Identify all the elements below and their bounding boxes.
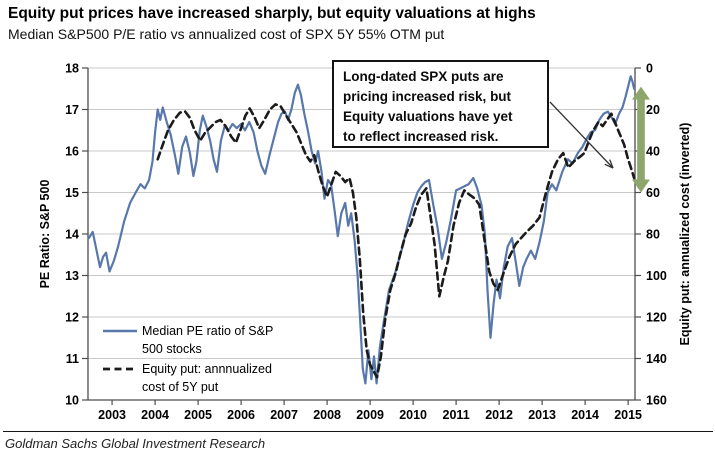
left-axis-title: PE Ratio: S&P 500 [38, 179, 52, 289]
tick-labels: 10 11 12 13 14 15 16 17 18 0 20 40 60 80 100 120 140 160 2… [65, 62, 667, 423]
data-series [87, 75, 636, 385]
x-tick-label: 2004 [141, 408, 169, 422]
x-tick-label: 2010 [399, 408, 427, 422]
right-tick-label: 100 [646, 269, 667, 283]
left-tick-label: 18 [65, 62, 79, 76]
x-tick-label: 2012 [485, 408, 513, 422]
x-tick-label: 2006 [227, 408, 255, 422]
divergence-arrow-head-up [632, 86, 650, 100]
footer-divider [3, 431, 713, 432]
x-tick-label: 2015 [614, 408, 642, 422]
right-tick-label: 160 [646, 394, 667, 408]
x-tick-label: 2009 [356, 408, 384, 422]
right-tick-label: 80 [646, 228, 660, 242]
divergence-arrow-shaft [637, 98, 645, 181]
x-tick-label: 2014 [571, 408, 599, 422]
x-tick-label: 2011 [443, 408, 470, 422]
left-tick-label: 11 [66, 352, 79, 366]
left-tick-label: 12 [65, 311, 79, 325]
x-tick-label: 2003 [98, 408, 126, 422]
series-line-pe-ratio [87, 75, 636, 385]
right-tick-label: 0 [646, 62, 653, 76]
right-tick-label: 120 [646, 311, 667, 325]
page-title: Equity put prices have increased sharply… [8, 5, 536, 22]
left-tick-label: 16 [65, 145, 79, 159]
right-tick-label: 40 [646, 145, 660, 159]
right-tick-label: 60 [646, 186, 660, 200]
x-tick-label: 2008 [313, 408, 341, 422]
right-tick-label: 20 [646, 103, 660, 117]
x-tick-label: 2007 [270, 408, 298, 422]
x-tick-label: 2013 [528, 408, 556, 422]
source-attribution: Goldman Sachs Global Investment Research [5, 436, 266, 451]
right-tick-label: 140 [646, 352, 667, 366]
chart-subtitle: Median S&P500 P/E ratio vs annualized co… [8, 26, 445, 42]
left-tick-label: 10 [65, 394, 79, 408]
left-tick-label: 14 [65, 228, 79, 242]
left-tick-label: 17 [65, 103, 79, 117]
series-line-equity-put [156, 103, 636, 379]
callout-arrow [549, 101, 614, 169]
left-tick-label: 13 [65, 269, 79, 283]
axes [82, 67, 641, 405]
legend-line-samples [103, 329, 137, 371]
legend-item-equity-put: Equity put: annnualized cost of 5Y put [142, 362, 272, 394]
divergence-arrow-head-down [632, 179, 650, 193]
right-axis-title: Equity put: annualized cost (inverted) [678, 122, 692, 346]
left-tick-label: 15 [65, 186, 79, 200]
x-tick-label: 2005 [184, 408, 212, 422]
divergence-arrow-icon [632, 86, 650, 193]
annotation-box: Long-dated SPX puts are pricing increase… [332, 60, 549, 148]
legend-item-pe-ratio: Median PE ratio of S&P 500 stocks [142, 324, 274, 356]
